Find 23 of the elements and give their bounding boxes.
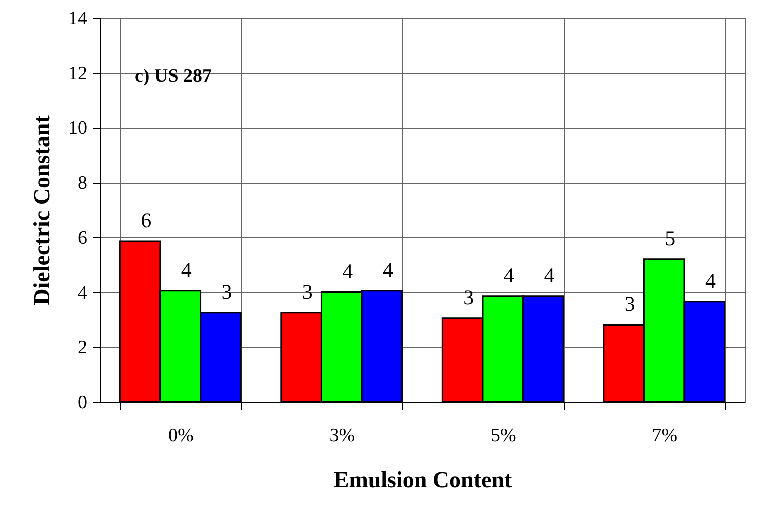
data-label: 3 <box>624 292 636 316</box>
y-tick-label: 0 <box>78 392 88 414</box>
data-label: 4 <box>181 258 192 282</box>
data-label: 3 <box>464 285 474 310</box>
data-label: 4 <box>382 258 394 282</box>
data-label: 4 <box>544 263 556 288</box>
y-axis-title: Dielectric Constant <box>30 115 54 306</box>
data-label: 4 <box>705 268 716 293</box>
y-tick-label: 10 <box>68 118 88 140</box>
x-tick-label: 0% <box>168 426 194 446</box>
y-tick-label: 8 <box>78 173 88 194</box>
y-tick-label: 2 <box>78 338 88 359</box>
x-tick-label: 5% <box>490 426 516 446</box>
x-tick-label: 3% <box>330 426 356 446</box>
y-tick-label: 14 <box>68 8 88 30</box>
data-label: 4 <box>504 263 515 288</box>
x-axis-title: Emulsion Content <box>334 468 512 492</box>
data-label: 4 <box>342 259 354 284</box>
data-label: 6 <box>141 208 152 233</box>
y-tick-label: 6 <box>78 228 88 249</box>
y-tick-label: 4 <box>78 282 88 304</box>
y-tick-label: 12 <box>68 63 88 84</box>
x-tick-label: 7% <box>652 426 678 446</box>
